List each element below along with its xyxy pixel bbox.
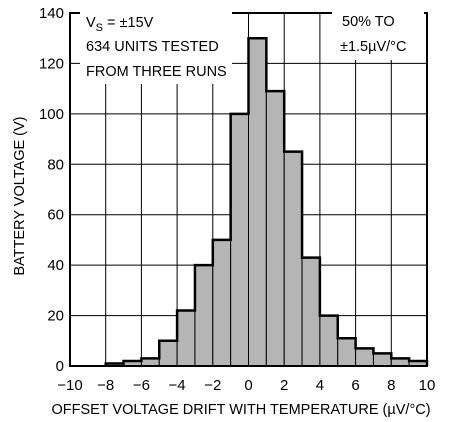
y-axis-label: BATTERY VOLTAGE (V) — [12, 117, 28, 276]
annotation-vs-value: = ±15V — [103, 15, 154, 31]
y-tick-label: 20 — [47, 308, 64, 325]
histogram-bar — [337, 337, 357, 367]
y-tick-label: 0 — [56, 358, 64, 375]
histogram-bar — [212, 239, 232, 367]
histogram-bar — [372, 352, 392, 367]
annotation-right-bg — [332, 8, 424, 60]
histogram-bar — [194, 264, 214, 367]
x-tick-label: 0 — [244, 377, 252, 394]
x-tick-label: 8 — [387, 377, 395, 394]
plot-frame — [69, 12, 428, 367]
x-tick-label: 4 — [316, 377, 324, 394]
y-tick-label: 60 — [47, 207, 64, 224]
y-tick-label: 80 — [47, 156, 64, 173]
histogram-bar — [319, 315, 339, 367]
annotation-supply-voltage: VS = ±15V — [86, 15, 154, 34]
x-tick-label: −8 — [97, 377, 114, 394]
histogram-bar — [158, 340, 178, 367]
annotation-units-tested: 634 UNITS TESTED — [86, 39, 219, 55]
histogram-bar — [355, 347, 374, 367]
annotation-vs-subscript: S — [96, 22, 103, 34]
y-tick-label: 120 — [39, 55, 64, 72]
x-tick-label: −4 — [169, 377, 186, 394]
x-axis-label: OFFSET VOLTAGE DRIFT WITH TEMPERATURE (µ… — [51, 402, 430, 418]
histogram-outline — [104, 36, 429, 366]
histogram-bar — [230, 113, 249, 367]
annotation-vs-prefix: V — [86, 15, 96, 31]
histogram-bar — [301, 257, 321, 367]
histogram-bar — [283, 151, 303, 367]
annotation-three-runs: FROM THREE RUNS — [86, 64, 227, 80]
y-tick-label: 100 — [39, 106, 64, 123]
tick-labels: 0 20 40 60 80 100 120 140 −10 −8 −6 −4 −2 0 2 4 6 8 10 — [39, 5, 435, 394]
histogram-bar — [265, 90, 285, 367]
annotation-drift-range: ±1.5µV/°C — [340, 39, 406, 55]
annotation-left-bg — [80, 8, 232, 84]
x-tick-label: 6 — [351, 377, 359, 394]
x-tick-label: −2 — [204, 377, 221, 394]
y-tick-label: 140 — [39, 5, 64, 22]
x-tick-label: 10 — [419, 377, 436, 394]
x-tick-label: −6 — [133, 377, 150, 394]
annotation-percent: 50% TO — [342, 14, 395, 30]
histogram-bar — [248, 37, 267, 367]
x-tick-label: 2 — [280, 377, 288, 394]
x-tick-label: −10 — [57, 377, 82, 394]
y-tick-label: 40 — [47, 257, 64, 274]
histogram-bar — [176, 310, 196, 367]
